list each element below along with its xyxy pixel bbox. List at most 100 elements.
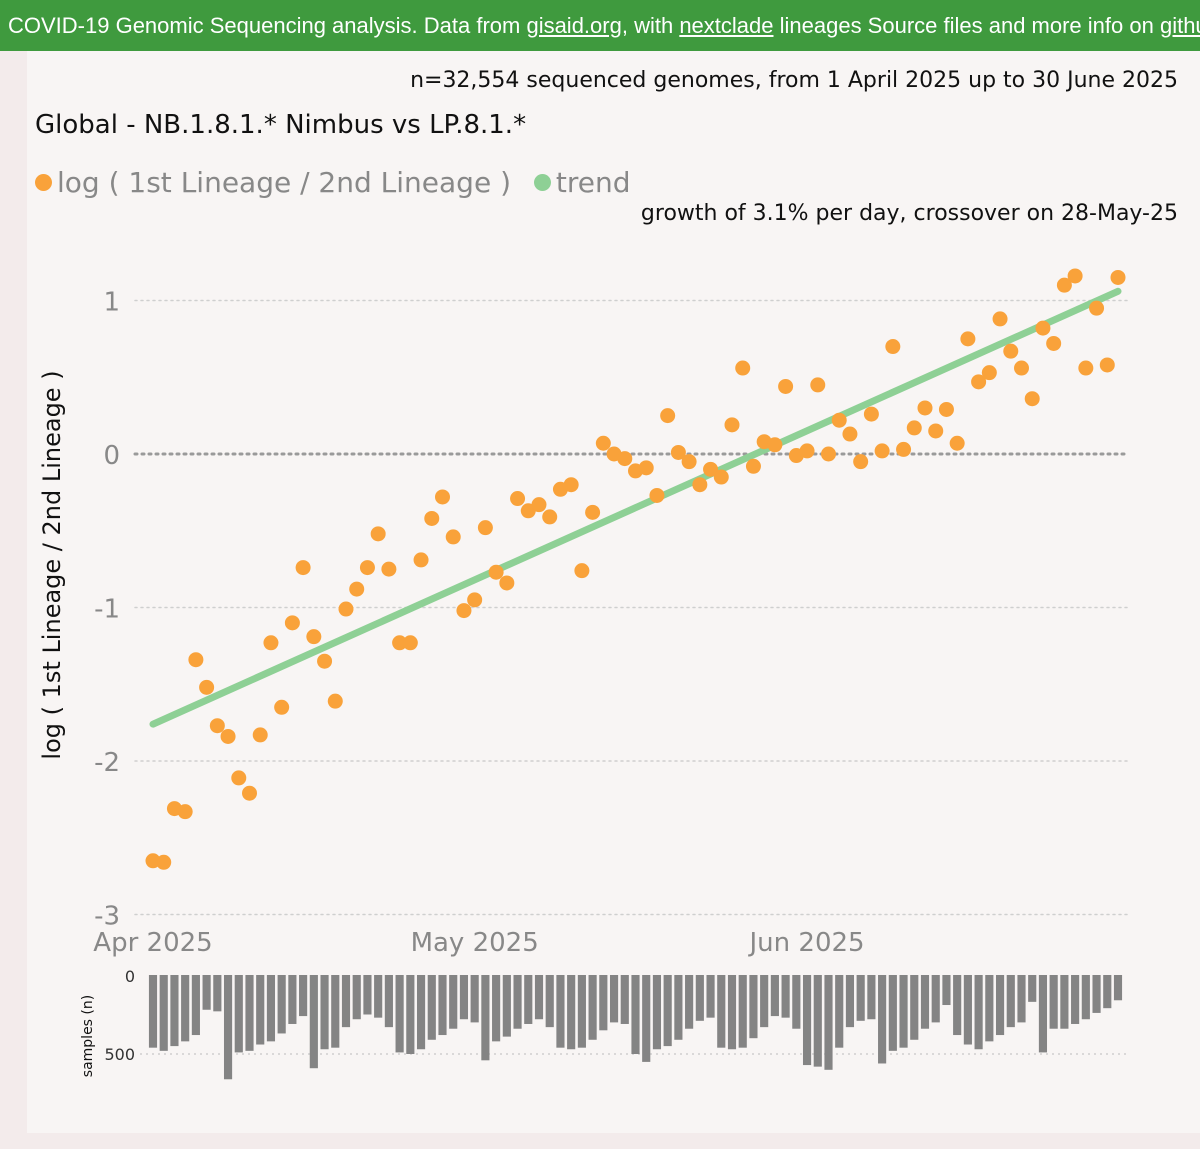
sample-bar (513, 975, 522, 1029)
sample-bar (438, 975, 447, 1036)
legend-trend-label: trend (555, 166, 631, 199)
sample-bar (534, 975, 544, 1020)
data-point (745, 458, 761, 474)
sample-bar (652, 975, 662, 1050)
sample-bar (545, 975, 554, 1028)
data-point (638, 460, 654, 476)
sample-bar (974, 975, 983, 1050)
sample-bar (899, 975, 908, 1048)
sample-bar (577, 975, 586, 1048)
sample-bar (1060, 975, 1069, 1029)
points-layer (145, 268, 1126, 870)
data-point (917, 400, 933, 416)
x-tick-label: Apr 2025 (93, 928, 212, 958)
sample-bar (1071, 975, 1080, 1024)
chart-panel (27, 51, 1200, 1133)
sample-bar (599, 975, 608, 1031)
legend: log ( 1st Lineage / 2nd Lineage ) trend (35, 166, 645, 199)
data-point (188, 652, 204, 668)
growth-annotation: growth of 3.1% per day, crossover on 28-… (640, 201, 1178, 226)
sample-bar (706, 975, 715, 1018)
sample-bar (824, 975, 833, 1070)
sample-bar (427, 975, 436, 1040)
sample-bar (888, 975, 897, 1051)
sample-bar (148, 975, 158, 1048)
data-point (435, 489, 450, 505)
data-point (713, 469, 729, 485)
legend-item-trend[interactable]: trend (533, 166, 631, 199)
sample-bar (309, 975, 318, 1069)
legend-ratio-marker (35, 173, 52, 191)
sample-bar (749, 975, 758, 1039)
sample-bar (1092, 975, 1101, 1013)
bars-layer (148, 975, 1123, 1080)
y-tick-labels: -3 -2 -1 0 1 (94, 288, 120, 932)
sample-bar (320, 975, 329, 1050)
data-point (1099, 357, 1115, 373)
data-point (413, 552, 429, 568)
sample-bar (953, 975, 962, 1036)
data-point (585, 504, 601, 520)
data-point (1056, 277, 1072, 293)
sample-bar (449, 975, 458, 1029)
data-point (1035, 320, 1051, 336)
sample-bar (920, 975, 930, 1029)
data-point (209, 718, 225, 734)
data-point (1067, 268, 1083, 284)
sample-bar (963, 975, 972, 1045)
sample-bar (277, 975, 286, 1034)
data-point (456, 603, 472, 619)
data-point (703, 461, 719, 477)
data-point (863, 406, 879, 422)
legend-item-ratio[interactable]: log ( 1st Lineage / 2nd Lineage ) (35, 166, 511, 199)
sample-bar (1081, 975, 1090, 1020)
sample-bar (202, 975, 211, 1010)
sample-bar (288, 975, 297, 1024)
data-point (767, 437, 783, 453)
sample-bar (234, 975, 243, 1053)
sample-bar (674, 975, 683, 1040)
banner-prefix-text: COVID-19 Genomic Sequencing analysis. Da… (8, 13, 527, 38)
data-point (317, 653, 333, 669)
sample-bar (609, 975, 619, 1023)
bars-tick-labels: 0 500 (104, 967, 135, 1064)
data-point (821, 446, 836, 462)
data-point (402, 635, 418, 651)
sample-bar (717, 975, 726, 1048)
sample-bar (631, 975, 640, 1054)
data-point (778, 378, 794, 394)
trend-layer (149, 287, 1122, 728)
sample-bar (374, 975, 383, 1018)
data-point (263, 635, 279, 651)
data-point (499, 575, 515, 591)
data-point (252, 727, 268, 743)
sample-bar (867, 975, 876, 1020)
sample-bar (492, 975, 501, 1042)
x-tick-label: May 2025 (411, 928, 539, 958)
data-point (724, 417, 740, 433)
sample-bar (331, 975, 340, 1048)
sample-bar (1006, 975, 1015, 1028)
gisaid-link[interactable]: gisaid.org (526, 13, 622, 38)
data-point (649, 487, 665, 503)
data-point (1046, 335, 1062, 351)
data-point (660, 408, 676, 424)
chart-title: Global - NB.1.8.1.* Nimbus vs LP.8.1.* (35, 110, 527, 140)
data-point (670, 444, 686, 460)
data-point (735, 360, 751, 376)
sample-bar (685, 975, 694, 1029)
y-tick-label: 0 (103, 441, 120, 471)
sample-summary-text: n=32,554 sequenced genomes, from 1 April… (410, 68, 1178, 93)
bars-y-axis-label: samples (n) (80, 995, 96, 1077)
data-point (885, 339, 901, 355)
github-link[interactable]: github (1159, 13, 1200, 38)
bars-y-tick-label: 500 (104, 1045, 135, 1064)
sample-bar (588, 975, 597, 1040)
sample-bar (792, 975, 801, 1029)
sample-bar (416, 975, 426, 1050)
data-point (938, 401, 954, 417)
sample-bar (931, 975, 940, 1023)
data-point (359, 560, 375, 576)
sample-bar (620, 975, 629, 1024)
nextclade-link[interactable]: nextclade (679, 13, 774, 38)
